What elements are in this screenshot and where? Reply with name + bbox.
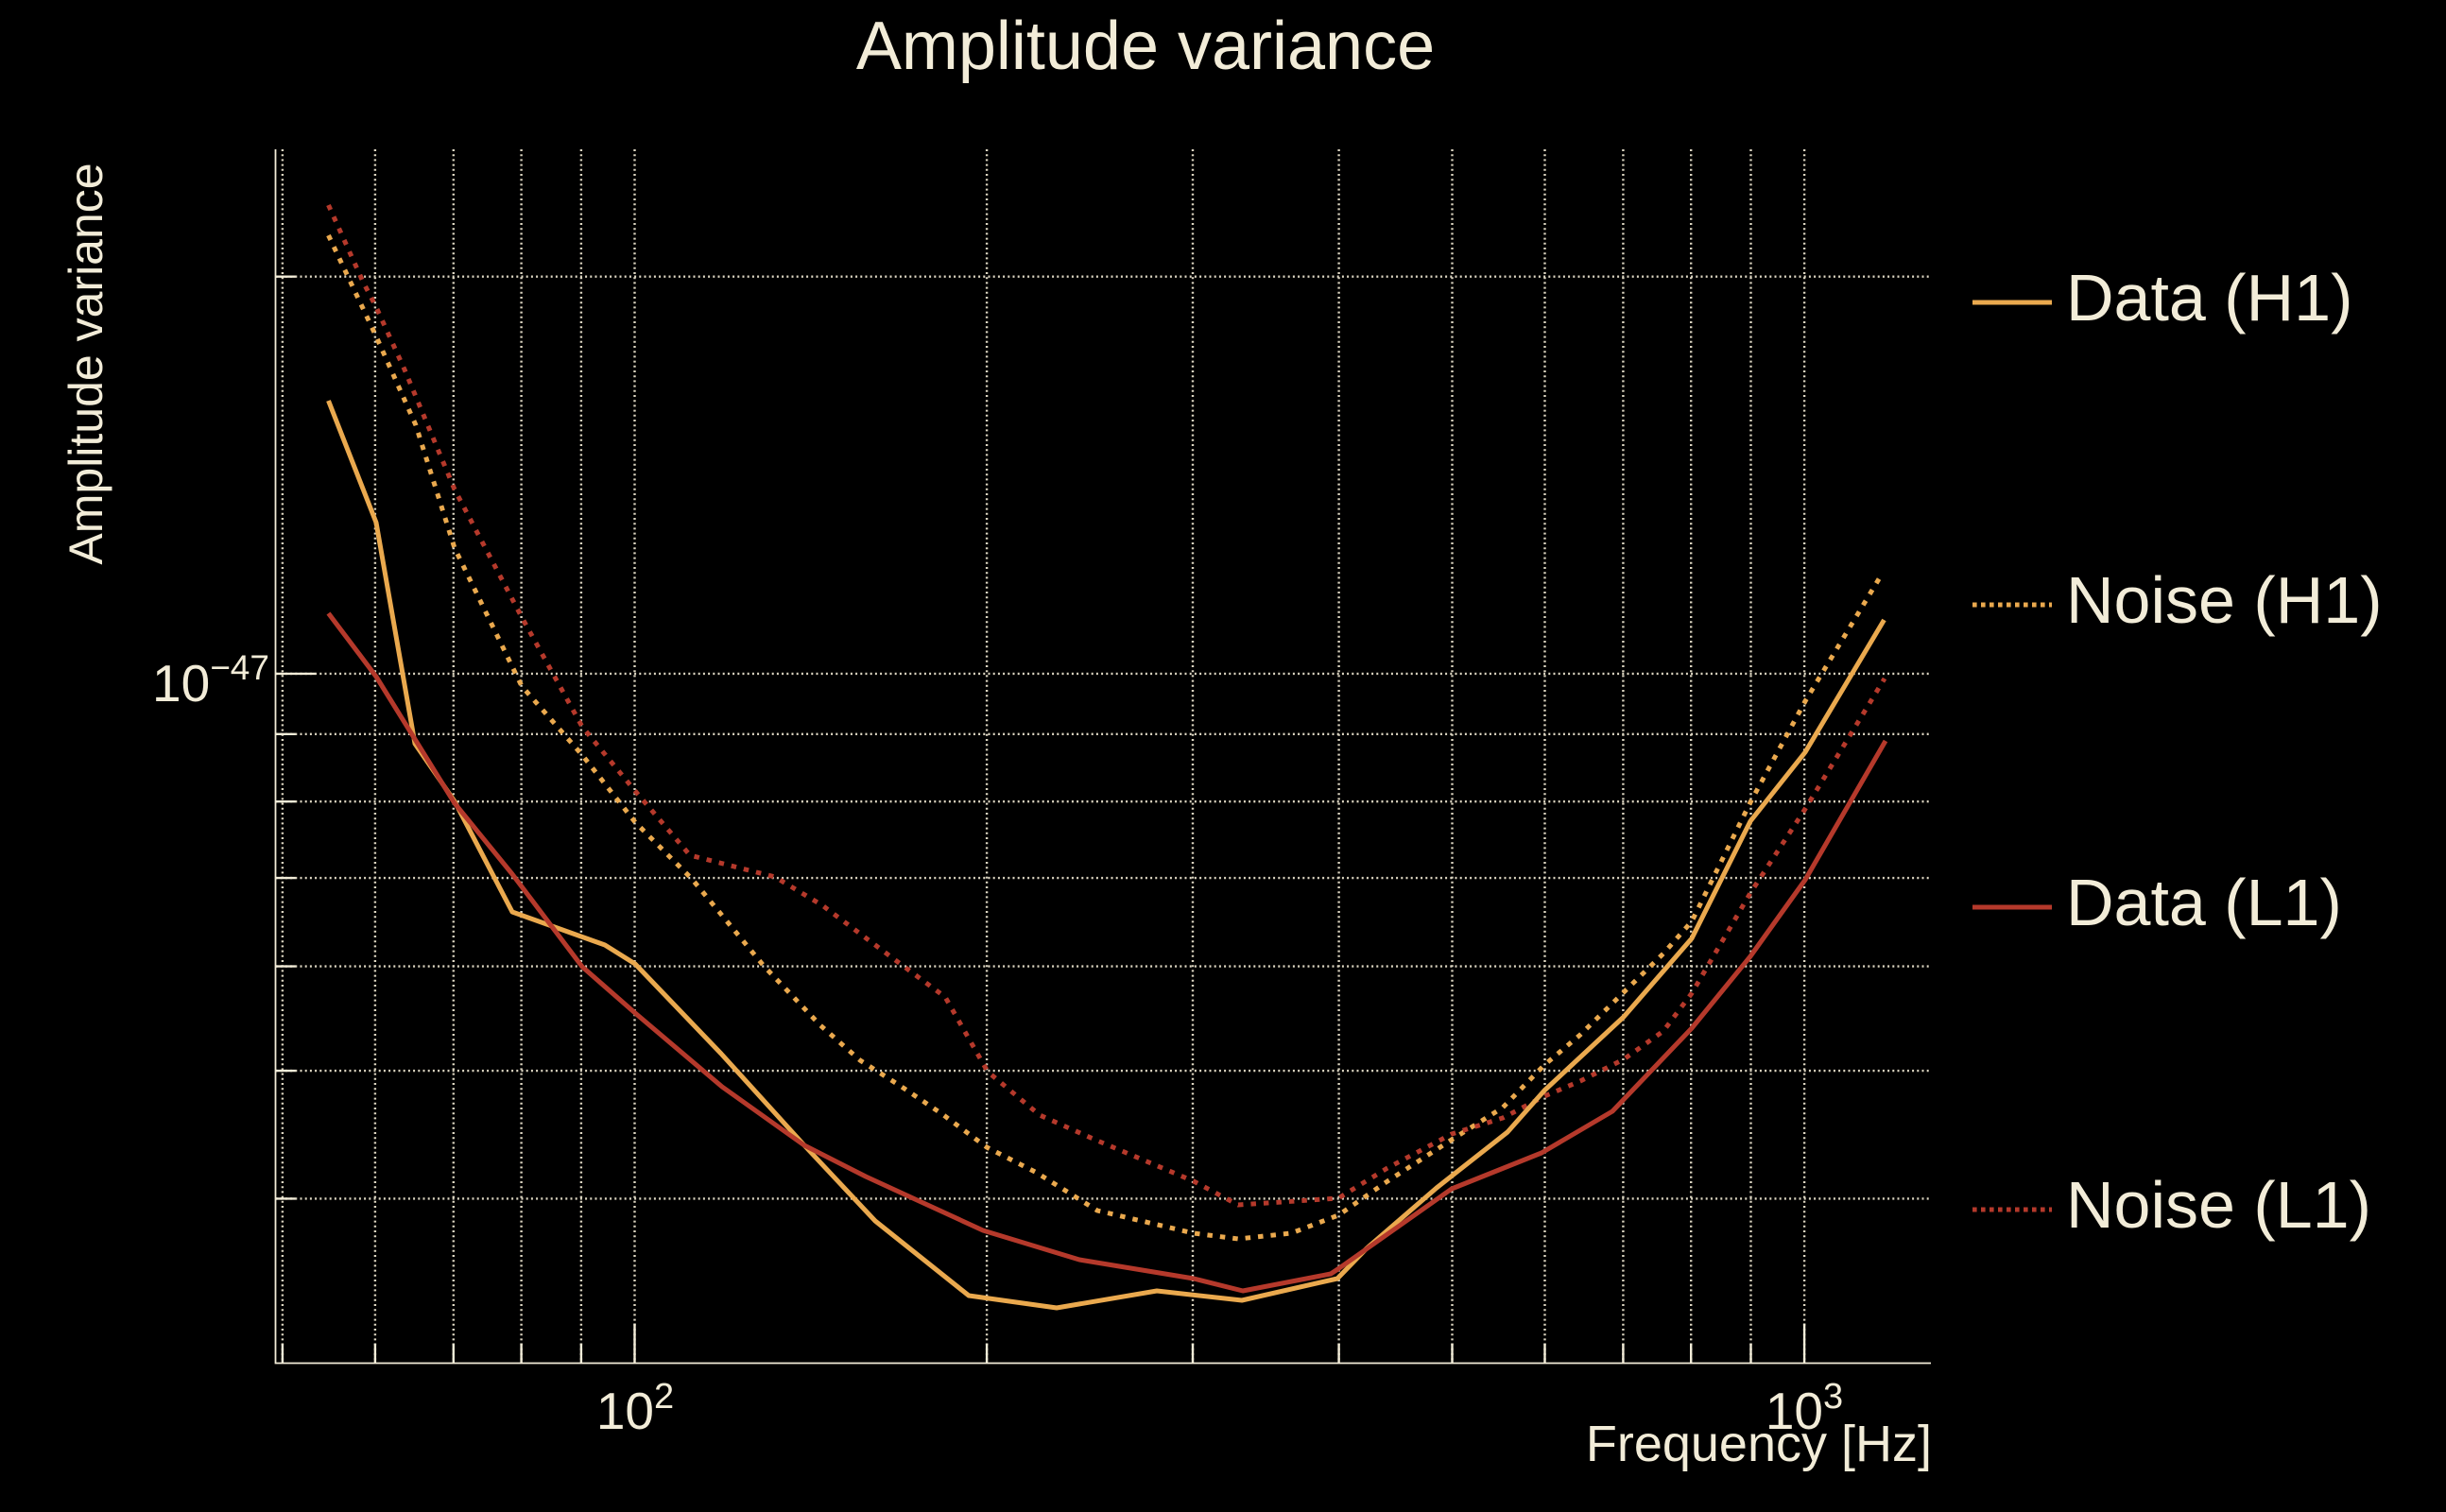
svg-text:Amplitude variance: Amplitude variance	[60, 163, 112, 564]
svg-text:Noise (H1): Noise (H1)	[2066, 563, 2383, 637]
svg-text:Data (H1): Data (H1)	[2066, 261, 2352, 335]
svg-text:Amplitude variance: Amplitude variance	[856, 9, 1435, 84]
svg-text:Frequency [Hz]: Frequency [Hz]	[1586, 1416, 1932, 1472]
svg-text:Noise (L1): Noise (L1)	[2066, 1168, 2371, 1242]
svg-text:Data (L1): Data (L1)	[2066, 866, 2342, 939]
